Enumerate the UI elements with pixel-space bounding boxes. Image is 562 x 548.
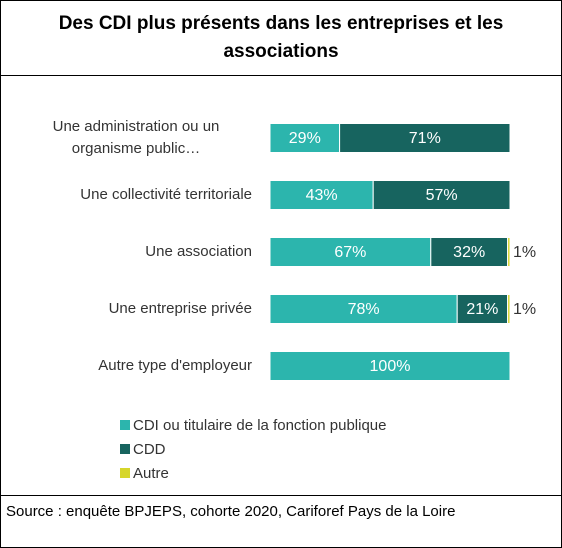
bar-segment [339,123,511,153]
value-label: 21% [466,301,498,318]
source: Source : enquête BPJEPS, cohorte 2020, C… [6,503,456,520]
legend-label: CDD [133,441,166,458]
category-text: Une administration ou un organisme publi… [52,118,220,157]
legend-label: CDI ou titulaire de la fonction publique [133,417,387,434]
legend-swatch [120,444,130,454]
category-text: Autre type d'employeur [98,357,252,374]
value-label: 43% [306,187,338,204]
legend-swatch [120,468,130,478]
value-label: 1% [513,301,536,318]
value-label: 71% [409,130,441,147]
value-label: 29% [289,130,321,147]
legend-label: Autre [133,465,169,482]
legend-swatch [120,420,130,430]
value-label: 57% [426,187,458,204]
category-text: Une collectivité territoriale [80,186,252,203]
value-label: 78% [348,301,380,318]
category-text: Une entreprise privée [108,300,252,317]
value-label: 67% [334,244,366,261]
value-label: 100% [370,358,411,375]
bar-segment [430,237,509,267]
bar-segment [372,180,511,210]
bar-segment [269,180,374,210]
bar-segment [269,294,458,324]
category-text: Une association [145,243,252,260]
chart-title: Des CDI plus présents dans les entrepris… [58,13,504,62]
bar-segment [269,351,511,381]
category-label: Une entreprise privée [20,284,252,334]
category-label: Une administration ou un organisme publi… [20,113,252,163]
category-label: Une association [20,227,252,277]
category-label: Autre type d'employeur [20,341,252,391]
value-label: 1% [513,244,536,261]
bar-segment [507,237,511,267]
bar-segment [269,237,432,267]
category-label: Une collectivité territoriale [20,170,252,220]
bar-segment [269,123,341,153]
bar-segment [507,294,511,324]
value-label: 32% [453,244,485,261]
